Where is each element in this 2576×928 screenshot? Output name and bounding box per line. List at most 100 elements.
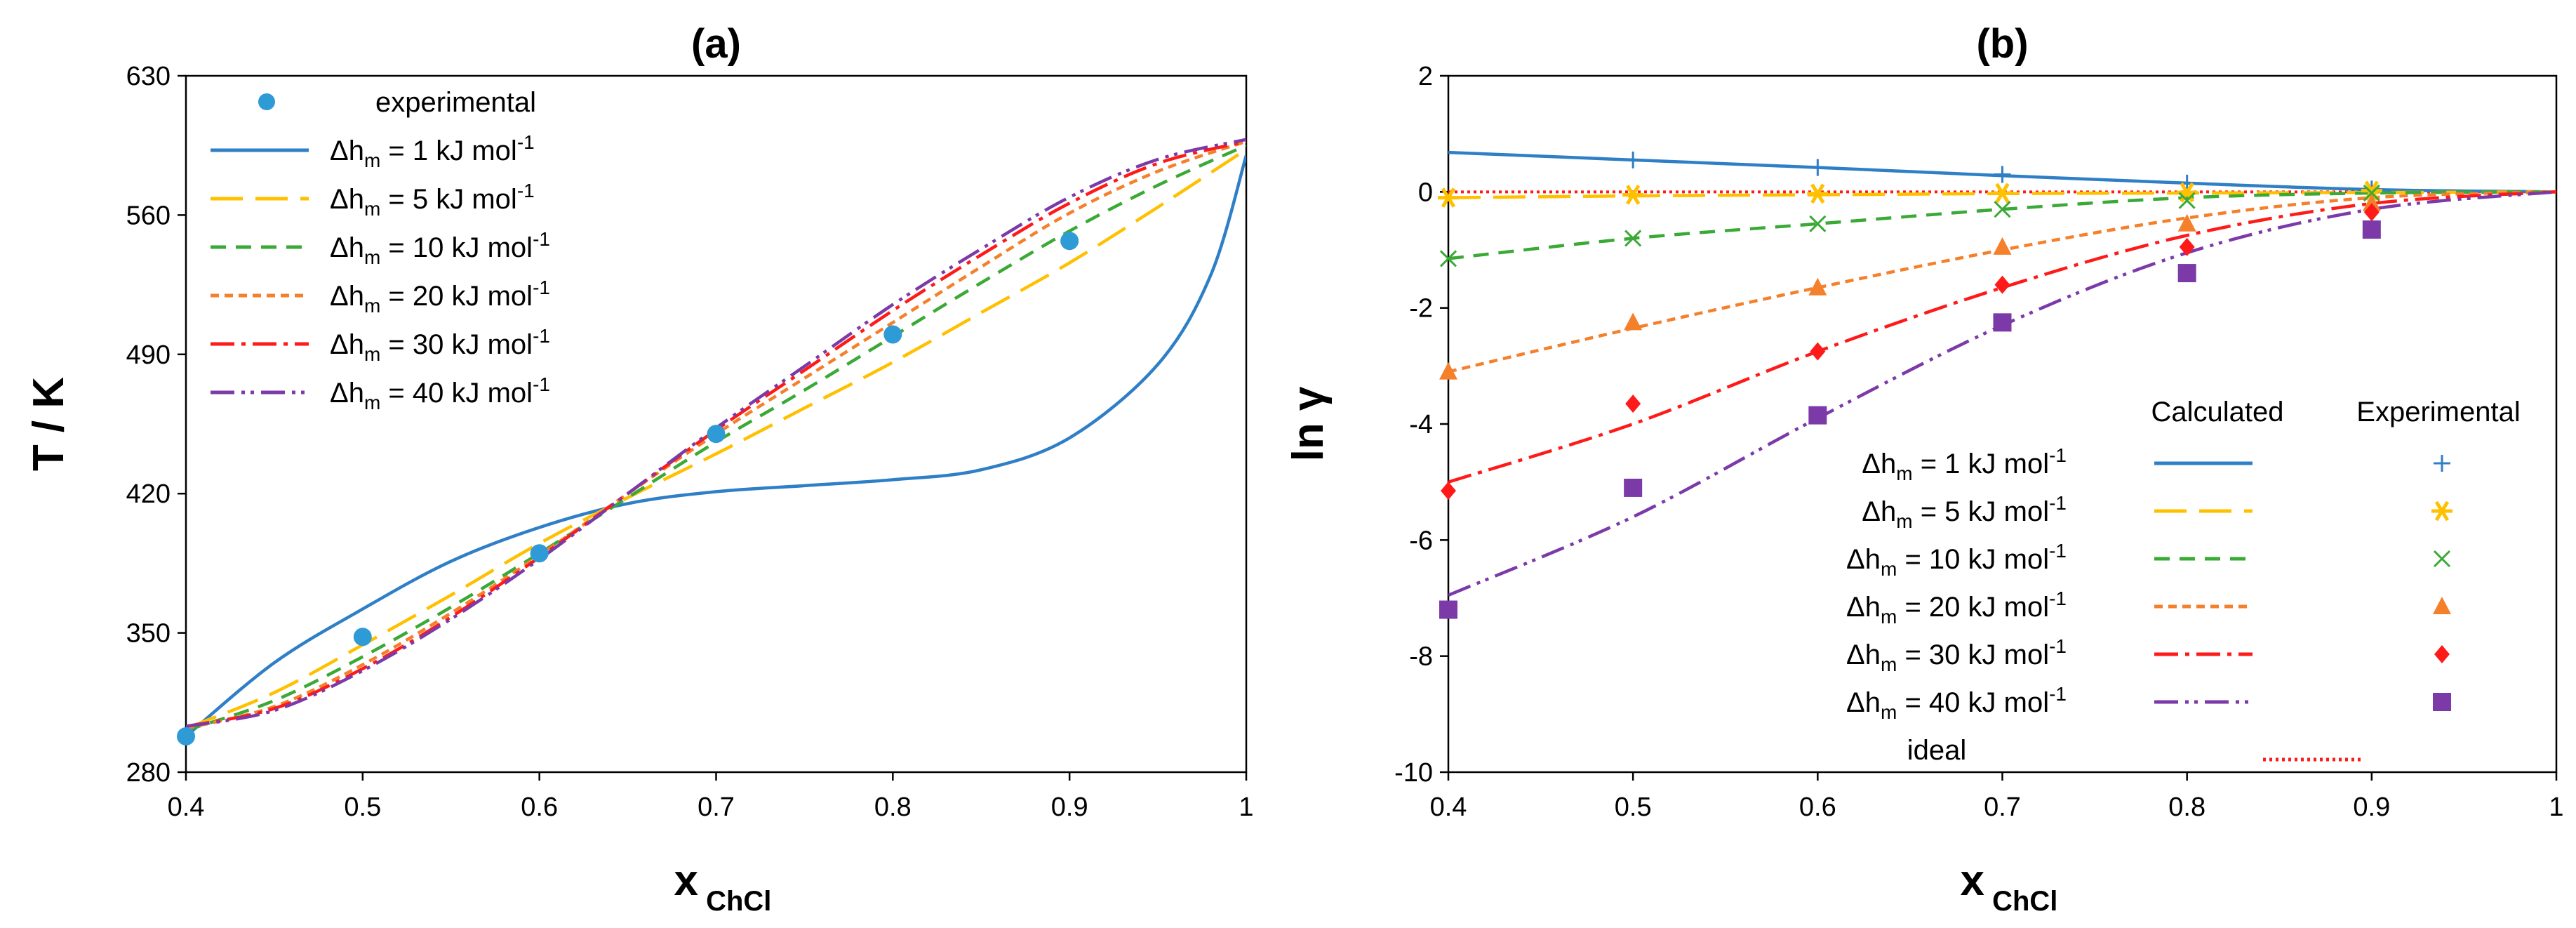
experimental-point-6-shape	[2177, 264, 2196, 283]
experimental-point-4	[1624, 312, 1643, 331]
legend-label-4-sup: -1	[2049, 588, 2067, 609]
experimental-point	[707, 425, 726, 444]
chart-title: (a)	[691, 21, 741, 67]
series-line-5	[1448, 190, 2556, 484]
legend-marker-1-shape	[2434, 455, 2450, 472]
experimental-point-5	[1810, 342, 1826, 361]
legend-marker-3	[2433, 550, 2451, 568]
y-tick-label: -4	[1409, 410, 1433, 439]
experimental-point-2	[1438, 187, 1459, 208]
legend-label-6: Δhm = 40 kJ mol-1	[1846, 683, 2067, 723]
legend-label-4-rest: = 20 kJ mol	[380, 281, 533, 312]
legend-label-4-sup: -1	[533, 277, 550, 298]
legend-label-1-rest: = 1 kJ mol	[380, 135, 517, 166]
legend-label-6-rest: = 40 kJ mol	[1897, 687, 2049, 718]
series-line-1	[186, 154, 1246, 738]
legend-label-1-rest: = 1 kJ mol	[1913, 449, 2050, 479]
x-tick-label: 0.4	[1430, 793, 1467, 822]
legend-label-5-rest: = 30 kJ mol	[380, 329, 533, 360]
legend-label-2-main: Δh	[330, 184, 364, 215]
plot-marks	[1448, 150, 2556, 597]
x-tick-label: 1	[2549, 793, 2563, 822]
legend-label-3-sub: m	[364, 246, 380, 268]
legend-label-2-rest: = 5 kJ mol	[1913, 496, 2050, 527]
y-tick-label: -8	[1409, 642, 1433, 672]
experimental-point-4-shape	[2177, 213, 2196, 232]
experimental-point-5	[2179, 237, 2195, 256]
experimental-point-5	[1625, 395, 1641, 413]
experimental-point-1	[1809, 159, 1827, 176]
legend-label-6-sub: m	[1881, 701, 1897, 723]
x-axis-label-sub: ChCl	[698, 886, 771, 917]
experimental-point-5	[1441, 482, 1456, 501]
legend-label-5-sub: m	[1881, 654, 1897, 675]
legend-header-experimental: Experimental	[2356, 397, 2520, 427]
y-tick-label: 420	[126, 479, 171, 509]
legend-label-ideal: ideal	[1907, 735, 1967, 766]
x-tick-label: 0.5	[344, 793, 381, 822]
y-tick-label: 350	[126, 619, 171, 649]
legend-label-4: Δhm = 20 kJ mol-1	[1846, 588, 2067, 628]
y-tick-label: 280	[126, 758, 171, 788]
y-tick-label: -6	[1409, 526, 1433, 555]
experimental-point-5-shape	[2363, 203, 2380, 222]
x-tick-label: 1	[1239, 793, 1253, 822]
legend-label-6-sup: -1	[2049, 683, 2067, 705]
experimental-point-2-shape	[1438, 187, 1459, 208]
legend-marker-2-shape	[2431, 501, 2452, 522]
experimental-point-3-shape	[1994, 201, 2011, 218]
experimental-point-6	[2362, 220, 2381, 239]
experimental-point-6-shape	[1624, 478, 1643, 497]
legend-label-5-main: Δh	[1846, 639, 1881, 670]
legend-label-4-sub: m	[364, 295, 380, 317]
legend-label-4: Δhm = 20 kJ mol-1	[330, 277, 550, 317]
experimental-point-3	[1624, 230, 1642, 247]
experimental-point-5-shape	[1625, 395, 1641, 413]
y-tick-label: -10	[1394, 758, 1433, 788]
legend-label-experimental: experimental	[375, 87, 536, 118]
legend-label-2-sup: -1	[517, 180, 535, 201]
legend-label-2-sub: m	[1896, 510, 1912, 532]
legend-marker-6-shape	[2433, 693, 2451, 711]
experimental-point-4-shape	[2362, 193, 2381, 211]
plot-area-frame	[185, 74, 1248, 774]
legend-label-1-main: Δh	[1862, 449, 1896, 479]
legend-label-1-sub: m	[1896, 463, 1912, 484]
legend-label-3: Δhm = 10 kJ mol-1	[1846, 540, 2067, 580]
legend-label-1-sub: m	[364, 150, 380, 171]
experimental-point-4	[1439, 362, 1457, 380]
legend-label-6-main: Δh	[1846, 687, 1881, 718]
experimental-point-6-shape	[1808, 406, 1827, 425]
experimental-point-3-shape	[2178, 192, 2196, 209]
experimental-point-1	[1994, 166, 2011, 183]
y-tick-label: 560	[126, 201, 171, 230]
x-tick-label: 0.6	[521, 793, 558, 822]
legend-label-3-sup: -1	[533, 228, 550, 250]
y-tick-label: 2	[1418, 62, 1433, 91]
experimental-point	[353, 628, 372, 647]
experimental-point-5-shape	[2179, 237, 2195, 256]
experimental-point-3	[2178, 192, 2196, 209]
experimental-point-4	[1993, 237, 2012, 255]
legend-marker-6	[2433, 693, 2451, 711]
experimental-point-6	[2177, 264, 2196, 283]
experimental-point-6	[1993, 313, 2012, 332]
experimental-point-2-shape	[1622, 185, 1644, 205]
legend-label-5-rest: = 30 kJ mol	[1897, 639, 2049, 670]
legend-label-6-rest: = 40 kJ mol	[380, 378, 533, 409]
experimental-point-6-shape	[1439, 600, 1457, 619]
experimental-point-3	[1809, 215, 1827, 232]
x-axis-label: x ChCl	[1961, 856, 2058, 917]
legend-marker-experimental-shape	[258, 93, 275, 110]
experimental-point-5-shape	[1994, 275, 2010, 294]
experimental-point-4-shape	[1439, 362, 1457, 380]
experimental-point-4	[1808, 277, 1827, 296]
legend-label-6-sup: -1	[533, 373, 550, 395]
legend-label-6-main: Δh	[330, 378, 364, 409]
legend-label-2: Δhm = 5 kJ mol-1	[1862, 492, 2067, 532]
y-axis-label: T / K	[25, 377, 73, 472]
x-tick-label: 0.5	[1615, 793, 1652, 822]
